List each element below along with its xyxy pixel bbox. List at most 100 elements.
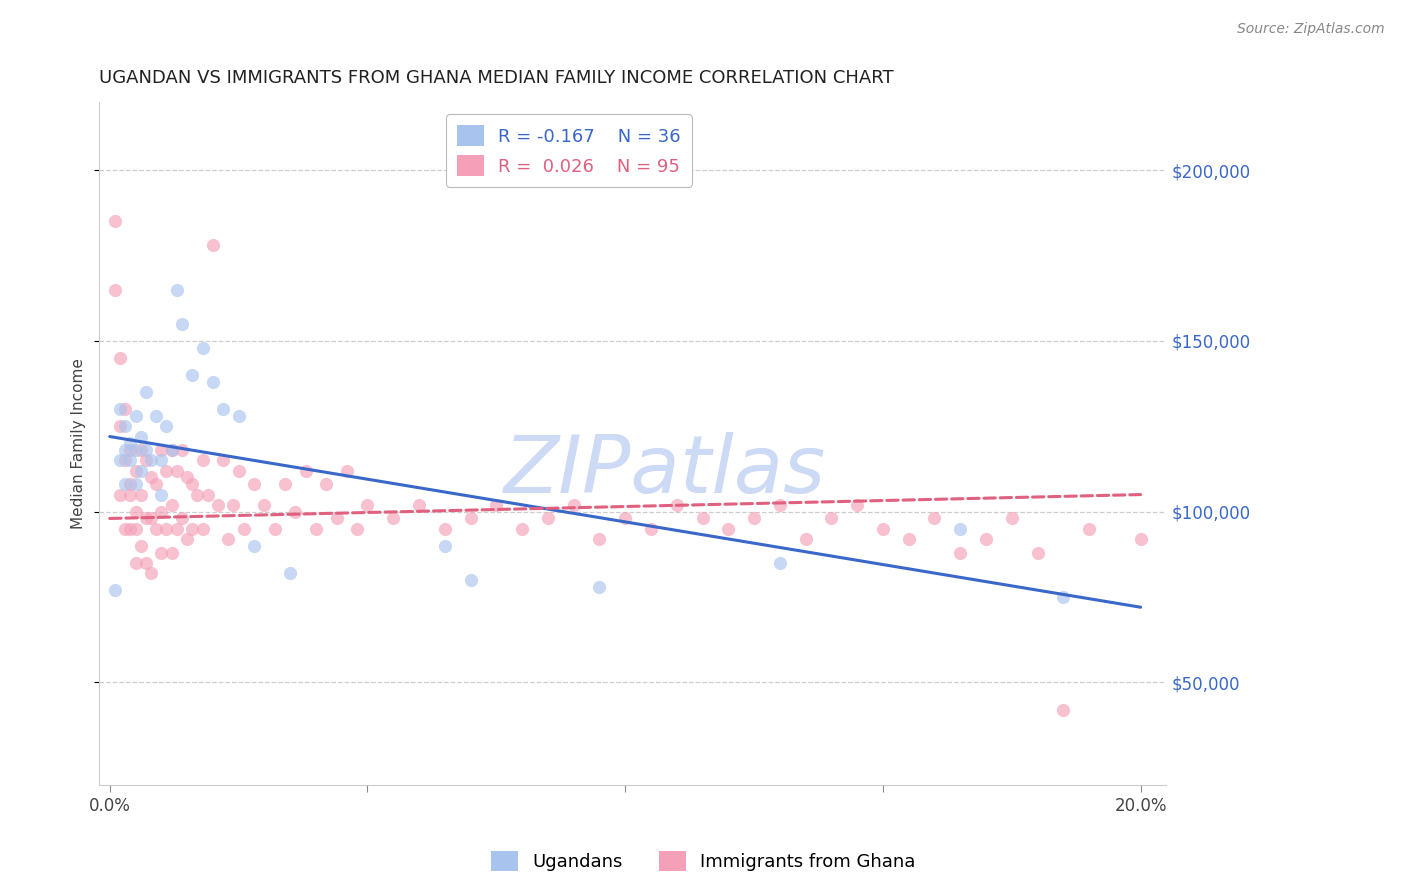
Point bbox=[181, 522, 204, 536]
Point bbox=[114, 419, 136, 434]
Legend: R = -0.167    N = 36, R =  0.026    N = 95: R = -0.167 N = 36, R = 0.026 N = 95 bbox=[446, 114, 692, 186]
Point bbox=[278, 566, 301, 580]
Point bbox=[120, 443, 142, 458]
Y-axis label: Median Family Income: Median Family Income bbox=[72, 358, 86, 529]
Point bbox=[537, 511, 560, 525]
Point bbox=[191, 453, 214, 467]
Point bbox=[846, 498, 869, 512]
Point bbox=[197, 487, 219, 501]
Point bbox=[433, 539, 456, 553]
Point bbox=[114, 443, 136, 458]
Point bbox=[166, 464, 188, 478]
Point bbox=[460, 511, 482, 525]
Point bbox=[243, 477, 266, 491]
Point bbox=[614, 511, 637, 525]
Point bbox=[924, 511, 946, 525]
Text: ZIPatlas: ZIPatlas bbox=[503, 432, 825, 509]
Point bbox=[742, 511, 765, 525]
Point bbox=[176, 532, 198, 546]
Point bbox=[108, 402, 131, 417]
Point bbox=[201, 238, 224, 252]
Point bbox=[408, 498, 430, 512]
Point bbox=[135, 453, 157, 467]
Point bbox=[433, 522, 456, 536]
Point bbox=[150, 546, 173, 560]
Point bbox=[1026, 546, 1049, 560]
Point bbox=[160, 546, 183, 560]
Legend: Ugandans, Immigrants from Ghana: Ugandans, Immigrants from Ghana bbox=[484, 844, 922, 879]
Point bbox=[974, 532, 997, 546]
Point bbox=[588, 580, 610, 594]
Point bbox=[124, 409, 146, 423]
Point bbox=[820, 511, 842, 525]
Point bbox=[1078, 522, 1101, 536]
Point bbox=[212, 402, 235, 417]
Point bbox=[135, 385, 157, 400]
Point bbox=[640, 522, 662, 536]
Point bbox=[150, 505, 173, 519]
Point bbox=[692, 511, 714, 525]
Point bbox=[170, 443, 193, 458]
Point bbox=[510, 522, 533, 536]
Point bbox=[186, 487, 208, 501]
Point bbox=[717, 522, 740, 536]
Point bbox=[665, 498, 688, 512]
Text: UGANDAN VS IMMIGRANTS FROM GHANA MEDIAN FAMILY INCOME CORRELATION CHART: UGANDAN VS IMMIGRANTS FROM GHANA MEDIAN … bbox=[100, 69, 894, 87]
Point bbox=[160, 498, 183, 512]
Point bbox=[794, 532, 817, 546]
Point bbox=[145, 409, 167, 423]
Point bbox=[232, 522, 254, 536]
Point bbox=[104, 283, 127, 297]
Point bbox=[897, 532, 920, 546]
Point bbox=[212, 453, 235, 467]
Point bbox=[191, 522, 214, 536]
Point bbox=[155, 464, 177, 478]
Point bbox=[124, 505, 146, 519]
Point bbox=[124, 443, 146, 458]
Point bbox=[263, 522, 285, 536]
Point bbox=[155, 522, 177, 536]
Point bbox=[460, 573, 482, 587]
Point bbox=[150, 453, 173, 467]
Point bbox=[114, 402, 136, 417]
Point bbox=[346, 522, 368, 536]
Point bbox=[769, 556, 792, 570]
Point bbox=[166, 283, 188, 297]
Point bbox=[356, 498, 378, 512]
Point bbox=[588, 532, 610, 546]
Point bbox=[114, 453, 136, 467]
Point bbox=[124, 464, 146, 478]
Point bbox=[325, 511, 347, 525]
Point bbox=[243, 539, 266, 553]
Point bbox=[155, 419, 177, 434]
Point bbox=[139, 470, 162, 484]
Point bbox=[170, 317, 193, 331]
Point bbox=[114, 522, 136, 536]
Point bbox=[1129, 532, 1152, 546]
Point bbox=[176, 470, 198, 484]
Point bbox=[139, 453, 162, 467]
Point bbox=[135, 556, 157, 570]
Point bbox=[1052, 590, 1074, 604]
Point bbox=[108, 351, 131, 365]
Point bbox=[336, 464, 359, 478]
Point bbox=[160, 443, 183, 458]
Point bbox=[201, 375, 224, 389]
Point bbox=[145, 522, 167, 536]
Point bbox=[129, 464, 152, 478]
Point bbox=[104, 583, 127, 598]
Point bbox=[160, 443, 183, 458]
Point bbox=[139, 566, 162, 580]
Point bbox=[124, 477, 146, 491]
Point bbox=[562, 498, 585, 512]
Point bbox=[104, 214, 127, 228]
Point bbox=[129, 429, 152, 443]
Point bbox=[129, 443, 152, 458]
Point bbox=[120, 436, 142, 450]
Point bbox=[120, 453, 142, 467]
Point bbox=[217, 532, 239, 546]
Point bbox=[108, 487, 131, 501]
Point bbox=[382, 511, 405, 525]
Point bbox=[170, 511, 193, 525]
Point bbox=[294, 464, 316, 478]
